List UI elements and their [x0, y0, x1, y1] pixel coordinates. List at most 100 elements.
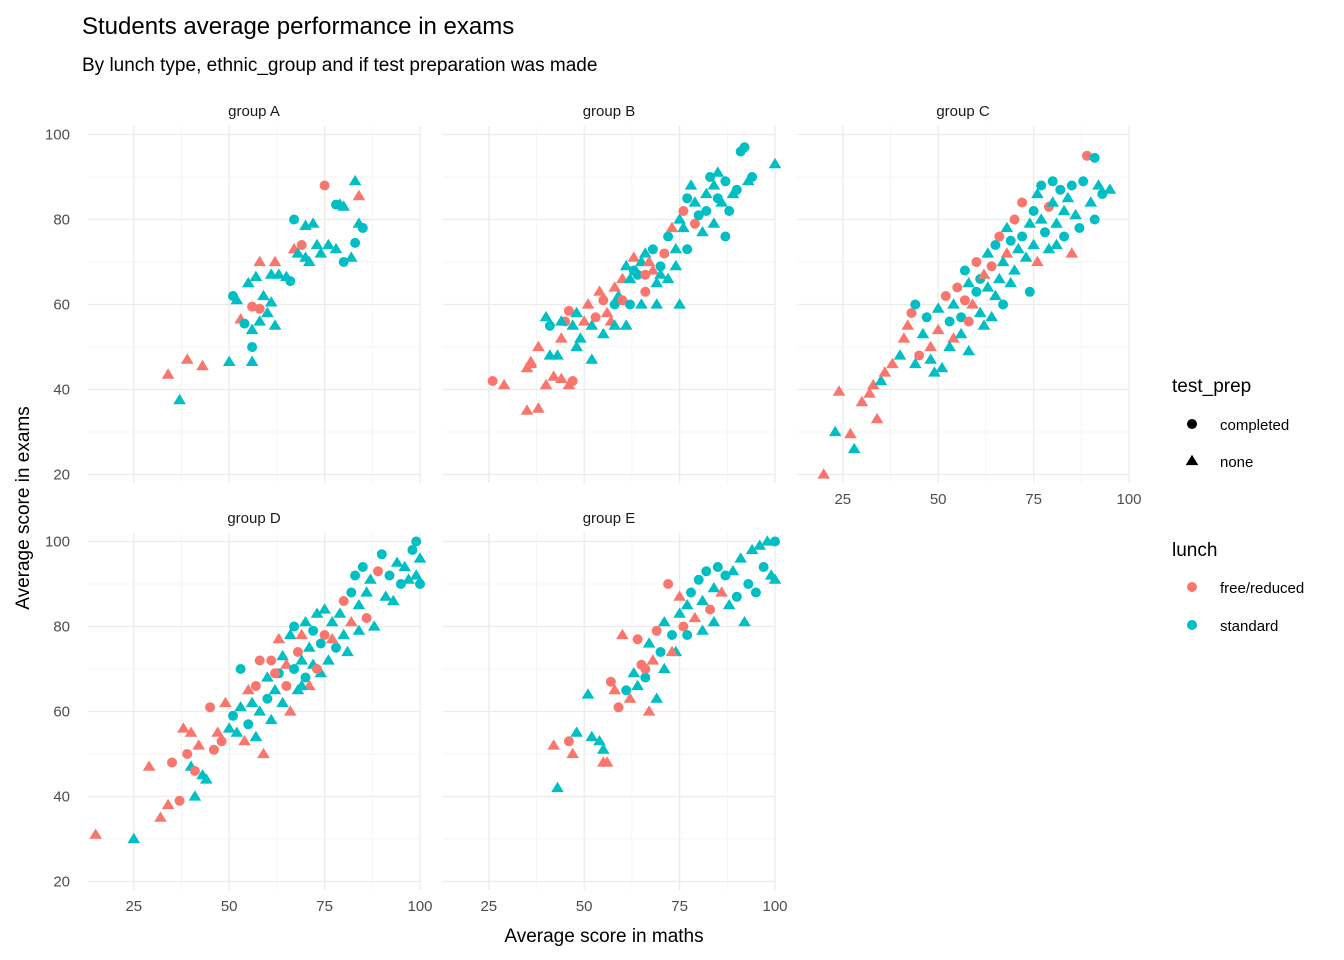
data-point	[242, 276, 255, 288]
data-point	[901, 319, 914, 330]
data-point	[245, 355, 259, 366]
data-point	[295, 654, 308, 665]
data-point	[555, 332, 568, 343]
facet-panels: group A 20 40 60 80 100 group B group C 25 50 75 10…	[45, 103, 1142, 915]
data-point	[1028, 206, 1039, 216]
data-point	[310, 607, 324, 618]
data-point	[608, 319, 621, 330]
data-point	[867, 378, 880, 390]
data-point	[642, 637, 656, 648]
data-point	[720, 231, 731, 242]
data-point	[700, 187, 713, 199]
data-point	[1031, 255, 1044, 267]
data-point	[574, 332, 587, 343]
data-point	[931, 302, 945, 313]
data-point	[750, 587, 761, 598]
data-point	[333, 607, 347, 618]
data-point	[89, 828, 102, 839]
panel-points	[161, 174, 368, 405]
data-point	[924, 340, 937, 352]
data-point	[245, 696, 259, 708]
data-point	[551, 781, 564, 793]
data-point	[581, 298, 595, 309]
data-point	[262, 693, 273, 704]
data-point	[619, 259, 633, 271]
data-point	[1074, 223, 1085, 233]
data-point	[1042, 242, 1056, 254]
data-point	[600, 306, 614, 318]
data-point	[188, 790, 202, 801]
legend-title-test-prep: test_prep	[1172, 376, 1251, 397]
data-point	[487, 376, 498, 386]
data-point	[655, 647, 666, 657]
data-point	[722, 599, 736, 610]
data-point	[654, 268, 667, 279]
data-point	[415, 579, 425, 589]
data-point	[390, 556, 404, 567]
x-tick-label: 75	[1025, 491, 1042, 508]
y-tick-label: 80	[53, 212, 70, 229]
data-point	[409, 569, 423, 580]
data-point	[211, 726, 224, 737]
data-point	[338, 596, 349, 606]
data-point	[243, 719, 254, 730]
data-point	[1005, 235, 1016, 246]
data-point	[250, 681, 261, 691]
data-point	[581, 688, 595, 699]
data-point	[161, 798, 175, 810]
data-point	[962, 344, 975, 356]
data-point	[916, 327, 930, 339]
data-point	[1082, 150, 1092, 161]
facet-label: group B	[583, 103, 636, 120]
data-point	[667, 630, 677, 640]
data-point	[684, 179, 698, 190]
data-point	[331, 642, 341, 653]
data-point	[910, 299, 921, 310]
data-point	[680, 599, 694, 610]
y-tick-label: 40	[53, 789, 70, 806]
data-point	[693, 574, 704, 585]
data-point	[266, 655, 277, 666]
legend-title-lunch: lunch	[1172, 540, 1217, 561]
data-point	[640, 286, 651, 297]
data-point	[646, 654, 660, 665]
data-point	[346, 587, 357, 598]
data-point	[1092, 179, 1105, 190]
data-point	[613, 702, 624, 713]
data-point	[627, 667, 641, 678]
data-point	[539, 378, 553, 390]
data-point	[261, 306, 274, 318]
data-point	[935, 361, 949, 373]
data-point	[1023, 217, 1037, 228]
data-point	[693, 210, 704, 221]
data-point	[682, 244, 693, 255]
data-point	[639, 247, 652, 258]
data-point	[768, 573, 782, 584]
data-point	[1084, 196, 1098, 207]
data-point	[731, 184, 742, 195]
data-point	[966, 298, 979, 309]
data-point	[280, 658, 293, 669]
facet-panel: group B	[443, 103, 782, 483]
legend-key-free-reduced	[1187, 582, 1197, 592]
data-point	[739, 142, 750, 153]
data-point	[605, 676, 616, 687]
data-point	[563, 305, 574, 316]
data-point	[177, 722, 190, 733]
data-point	[292, 647, 303, 657]
data-point	[909, 357, 922, 369]
data-point	[1097, 189, 1108, 199]
data-point	[738, 616, 751, 627]
data-point	[673, 590, 686, 601]
y-tick-label: 40	[53, 382, 70, 399]
facet-label: group A	[228, 103, 280, 120]
data-point	[696, 624, 709, 635]
data-point	[555, 372, 568, 383]
legend-label-standard: standard	[1220, 618, 1278, 635]
data-point	[407, 545, 418, 555]
data-point	[640, 269, 651, 280]
panel-points	[817, 150, 1117, 479]
data-point	[1089, 214, 1100, 225]
data-point	[632, 634, 643, 645]
